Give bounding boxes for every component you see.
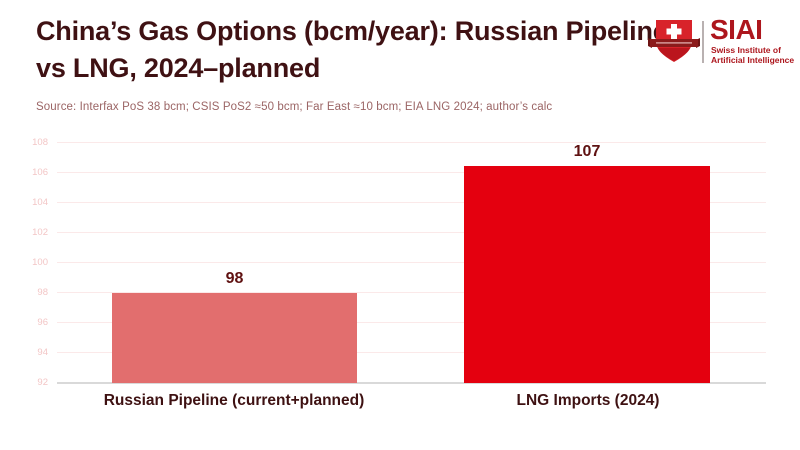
y-axis: 92 94 96 98 100 102 104 106 108 xyxy=(0,137,48,388)
bar-rect-lng-imports xyxy=(464,166,710,383)
y-axis-tick-label: 108 xyxy=(32,137,48,148)
siai-logo: SIAI Swiss Institute of Artificial Intel… xyxy=(640,14,796,70)
logo-subtitle-line2: Artificial Intelligence xyxy=(711,54,795,65)
gridline xyxy=(57,142,766,143)
gridline xyxy=(57,352,766,353)
y-axis-tick-label: 92 xyxy=(37,377,48,388)
bar-russian-pipeline: 98 xyxy=(112,143,357,383)
logo-subtitle: Swiss Institute of Artificial Intelligen… xyxy=(711,45,795,65)
x-axis-label-russian-pipeline: Russian Pipeline (current+planned) xyxy=(103,392,365,409)
gridline xyxy=(57,202,766,203)
y-axis-tick-label: 98 xyxy=(37,287,48,298)
y-axis-tick-label: 104 xyxy=(32,197,48,208)
bar-rect-russian-pipeline xyxy=(112,293,357,383)
bar-value-label: 98 xyxy=(225,270,244,287)
gridline xyxy=(57,322,766,323)
y-axis-tick-label: 96 xyxy=(37,317,48,328)
gridline xyxy=(57,382,766,384)
source-note: Source: Interfax PoS 38 bcm; CSIS PoS2 ≈… xyxy=(36,101,553,113)
page-title: China’s Gas Options (bcm/year): Russian … xyxy=(36,16,668,83)
gridline xyxy=(57,262,766,263)
logo-acronym: SIAI xyxy=(710,14,763,45)
gridline xyxy=(57,232,766,233)
gridline xyxy=(57,292,766,293)
bar-lng-imports: 107 xyxy=(464,143,710,383)
x-axis-label-lng-imports: LNG Imports (2024) xyxy=(516,392,660,409)
logo-subtitle-line1: Swiss Institute of xyxy=(711,45,781,55)
y-axis-tick-label: 106 xyxy=(32,167,48,178)
swiss-shield-cross-icon xyxy=(648,20,700,62)
gridline xyxy=(57,172,766,173)
y-axis-tick-label: 100 xyxy=(32,257,48,268)
bar-chart-plot-area: 98 107 xyxy=(57,142,766,384)
logo-divider xyxy=(702,21,704,63)
bar-value-label: 107 xyxy=(573,143,601,160)
y-axis-tick-label: 94 xyxy=(37,347,48,358)
y-axis-tick-label: 102 xyxy=(32,227,48,238)
